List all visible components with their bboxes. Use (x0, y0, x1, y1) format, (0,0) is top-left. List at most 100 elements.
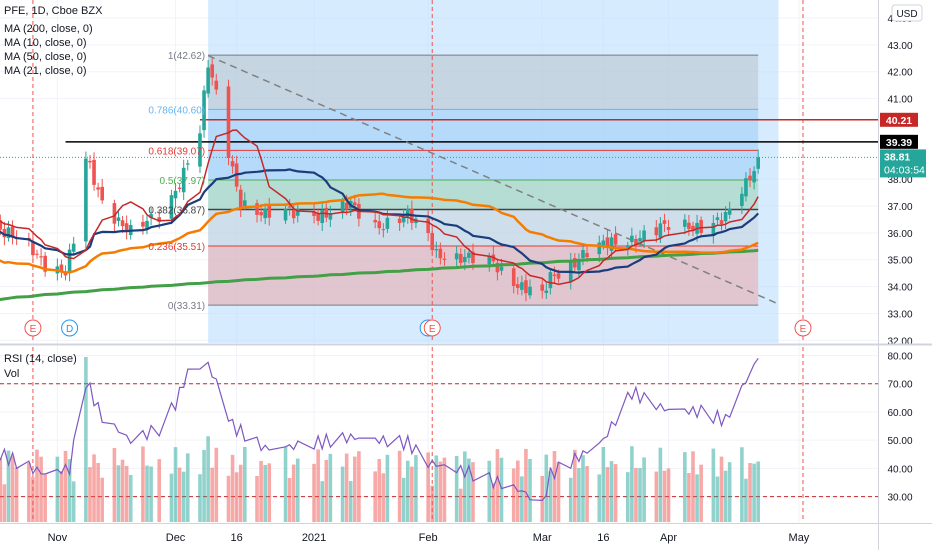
candle-body (609, 237, 614, 251)
candle-body (198, 133, 202, 167)
candle-body (401, 216, 406, 223)
candle-body (226, 86, 231, 159)
volume-bar (434, 455, 439, 522)
volume-bar (585, 466, 589, 522)
candle-body (316, 213, 320, 221)
candle-body (524, 280, 528, 294)
candle-body (642, 230, 646, 242)
volume-bar (756, 461, 760, 522)
candle-body (230, 161, 235, 167)
volume-bar (316, 449, 320, 522)
rsi-line (0, 357, 759, 502)
candle-body (35, 253, 39, 255)
volume-bar (642, 457, 646, 522)
candle-body (723, 212, 728, 222)
volume-bar (226, 475, 231, 522)
price-tick-label: 32.00 (887, 336, 912, 347)
volume-bar (128, 474, 133, 522)
volume-bar (573, 449, 577, 522)
candle-body (597, 242, 602, 255)
countdown-value: 04:03:54 (884, 164, 925, 176)
volume-bar (35, 449, 39, 522)
volume-bar (727, 462, 732, 522)
rsi-tick-label: 70.00 (887, 380, 912, 391)
volume-bar (401, 477, 406, 522)
candle-body (581, 250, 585, 259)
volume-bar (430, 485, 435, 522)
volume-bar (397, 450, 402, 522)
candle-body (438, 248, 443, 259)
vol-label[interactable]: Vol (4, 368, 19, 380)
candle-body (116, 217, 121, 221)
volume-bar (145, 465, 149, 522)
volume-bar (14, 467, 19, 522)
fib-band (208, 150, 759, 180)
candle-body (259, 212, 263, 216)
candle-body (202, 90, 206, 131)
candle-body (344, 202, 349, 210)
volume-bar (715, 476, 720, 522)
rsi-panel (0, 347, 878, 522)
indicator-ma50[interactable]: MA (50, close, 0) (4, 51, 87, 63)
candle-body (177, 187, 182, 190)
candle-body (59, 264, 64, 271)
candle-body (458, 253, 463, 263)
price-tick-label: 34.00 (887, 283, 912, 294)
candle-body (540, 284, 545, 291)
time-tick-label: Mar (533, 532, 552, 544)
symbol-line: PFE, 1D, Cboe BZX (4, 5, 103, 17)
candle-body (499, 266, 504, 271)
volume-bar (658, 447, 663, 522)
candle-body (467, 252, 471, 258)
candle-body (666, 227, 671, 231)
earnings-marker (423, 319, 441, 337)
candle-body (691, 225, 695, 231)
rsi-tick-label: 60.00 (887, 408, 912, 419)
event-marker-label: E (800, 324, 807, 335)
volume-bar (88, 467, 92, 522)
volume-bar (63, 450, 68, 522)
candle-body (320, 209, 325, 224)
candle-body (185, 163, 190, 165)
volume-bar (141, 446, 145, 522)
candle-body (31, 241, 35, 256)
time-tick-label: Nov (48, 532, 68, 544)
fib-level-label: 1(42.62) (168, 51, 205, 62)
candle-body (181, 167, 186, 193)
price-tick-label: 38.00 (887, 175, 912, 186)
volume-bar (43, 474, 47, 522)
volume-bar (556, 461, 561, 522)
volume-bar (328, 453, 333, 522)
volume-bar (381, 473, 386, 522)
candle-body (287, 206, 292, 208)
candle-body (377, 221, 382, 229)
currency-button[interactable]: USD (891, 4, 923, 22)
resistance-tag: 40.21 (880, 112, 918, 127)
candle-body (556, 273, 561, 279)
indicator-ma200[interactable]: MA (200, close, 0) (4, 23, 93, 35)
volume-bar (185, 453, 190, 522)
indicator-ma10[interactable]: MA (10, close, 0) (4, 37, 87, 49)
volume-bar (748, 463, 752, 522)
rsi-label[interactable]: RSI (14, close) (4, 353, 77, 365)
candle-body (748, 175, 752, 180)
volume-bar (71, 481, 76, 522)
candle-body (544, 290, 549, 294)
volume-bar (666, 468, 671, 522)
time-tick-label: Apr (660, 532, 677, 544)
fib-level-label: 0.786(40.60) (148, 105, 205, 116)
candle-body (397, 218, 402, 223)
fib-level-label: 0.5(37.97) (160, 176, 206, 187)
volume-bar (157, 459, 162, 522)
volume-bar (463, 451, 467, 522)
volume-bar (638, 468, 642, 522)
volume-bar (169, 473, 174, 522)
candle-body (756, 157, 760, 169)
volume-bar (467, 458, 471, 522)
volume-bar (471, 462, 475, 522)
volume-bar (499, 457, 504, 522)
volume-bar (173, 447, 178, 522)
indicator-ma21[interactable]: MA (21, close, 0) (4, 65, 87, 77)
